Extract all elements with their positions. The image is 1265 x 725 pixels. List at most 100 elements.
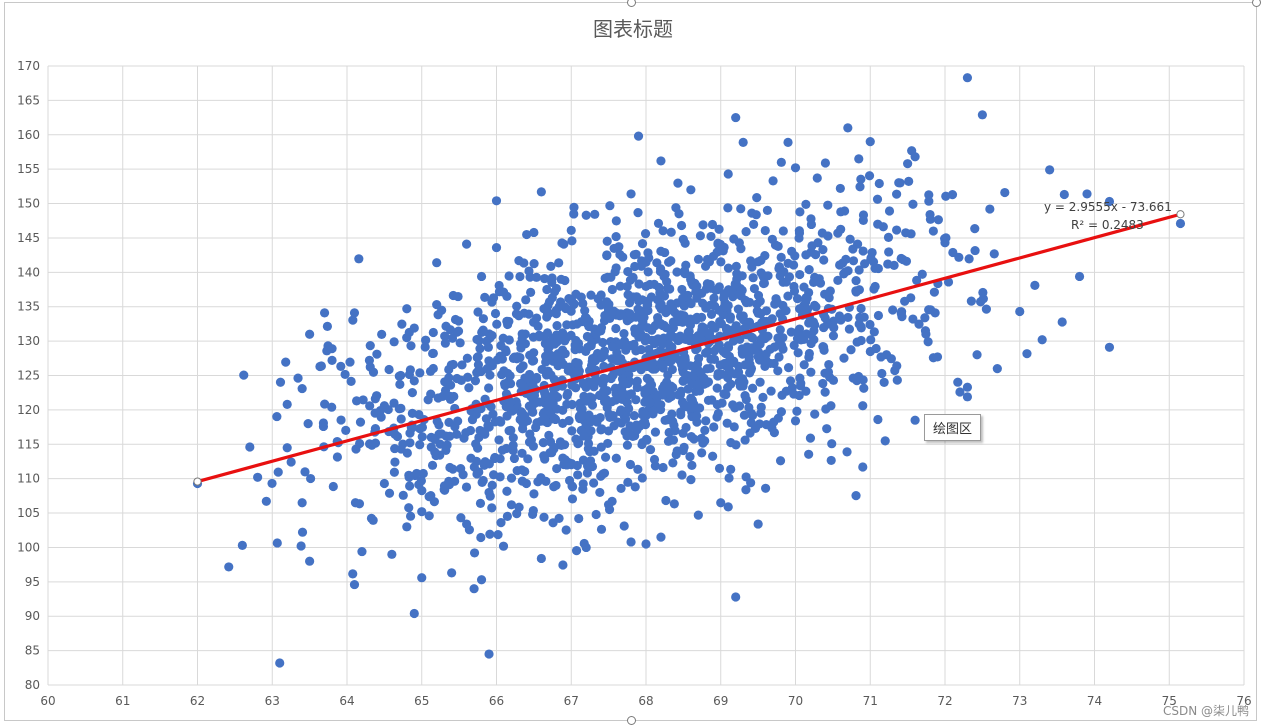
data-point[interactable] <box>843 123 853 133</box>
data-point[interactable] <box>417 432 427 442</box>
data-point[interactable] <box>856 335 866 346</box>
data-point[interactable] <box>655 301 665 311</box>
data-point[interactable] <box>420 342 430 352</box>
data-point[interactable] <box>767 423 777 433</box>
data-point[interactable] <box>499 366 509 376</box>
data-point[interactable] <box>448 290 458 301</box>
data-point[interactable] <box>723 502 733 512</box>
data-point[interactable] <box>602 250 612 260</box>
data-point[interactable] <box>693 510 703 520</box>
data-point[interactable] <box>402 448 412 458</box>
data-point[interactable] <box>402 333 412 343</box>
data-point[interactable] <box>970 224 980 234</box>
data-point[interactable] <box>943 277 954 287</box>
data-point[interactable] <box>836 224 846 234</box>
data-point[interactable] <box>581 396 592 406</box>
data-point[interactable] <box>921 329 931 339</box>
data-point[interactable] <box>616 405 626 415</box>
trendline-r2[interactable]: R² = 0.2483 <box>1071 218 1144 232</box>
data-point[interactable] <box>656 156 666 166</box>
data-point[interactable] <box>805 433 816 443</box>
data-point[interactable] <box>496 518 506 528</box>
data-point[interactable] <box>409 376 419 386</box>
data-point[interactable] <box>577 410 587 421</box>
data-point[interactable] <box>662 304 672 314</box>
data-point[interactable] <box>430 434 440 444</box>
data-point[interactable] <box>586 290 596 300</box>
data-point[interactable] <box>555 297 566 307</box>
data-point[interactable] <box>728 400 738 410</box>
data-point[interactable] <box>680 266 690 276</box>
data-point[interactable] <box>653 218 664 228</box>
data-point[interactable] <box>737 347 747 357</box>
data-point[interactable] <box>591 509 601 520</box>
data-point[interactable] <box>825 286 835 296</box>
data-point[interactable] <box>789 389 799 399</box>
data-point[interactable] <box>551 309 561 319</box>
data-point[interactable] <box>673 335 683 346</box>
data-point[interactable] <box>828 375 839 385</box>
data-point[interactable] <box>567 494 578 504</box>
data-point[interactable] <box>794 228 805 238</box>
data-point[interactable] <box>486 402 496 412</box>
data-point[interactable] <box>714 340 724 350</box>
data-point[interactable] <box>789 260 799 270</box>
data-point[interactable] <box>822 424 832 434</box>
data-point[interactable] <box>712 412 722 422</box>
data-point[interactable] <box>469 462 479 472</box>
data-point[interactable] <box>598 337 608 348</box>
data-point[interactable] <box>817 228 827 238</box>
data-point[interactable] <box>569 202 579 212</box>
data-point[interactable] <box>587 461 598 472</box>
data-point[interactable] <box>504 402 514 412</box>
data-point[interactable] <box>914 319 924 329</box>
data-point[interactable] <box>632 292 642 302</box>
data-point[interactable] <box>851 276 861 286</box>
data-point[interactable] <box>512 465 522 476</box>
data-point[interactable] <box>755 296 765 306</box>
data-point[interactable] <box>860 259 870 269</box>
data-point[interactable] <box>901 228 911 238</box>
data-point[interactable] <box>456 513 466 523</box>
data-point[interactable] <box>600 452 611 462</box>
data-point[interactable] <box>733 304 743 314</box>
data-point[interactable] <box>630 482 640 492</box>
data-point[interactable] <box>502 291 512 301</box>
data-point[interactable] <box>800 297 811 307</box>
data-point[interactable] <box>529 391 540 401</box>
data-point[interactable] <box>515 352 525 363</box>
data-point[interactable] <box>736 244 746 254</box>
data-point[interactable] <box>801 329 812 339</box>
data-point[interactable] <box>859 383 869 393</box>
data-point[interactable] <box>538 438 548 448</box>
data-point[interactable] <box>686 393 696 403</box>
data-point[interactable] <box>272 411 282 422</box>
data-point[interactable] <box>544 430 554 440</box>
data-point[interactable] <box>580 305 590 316</box>
data-point[interactable] <box>700 436 710 446</box>
data-point[interactable] <box>404 472 414 482</box>
data-point[interactable] <box>574 513 584 524</box>
data-point[interactable] <box>296 541 306 551</box>
data-point[interactable] <box>789 340 799 350</box>
data-point[interactable] <box>731 261 741 271</box>
data-point[interactable] <box>736 204 746 214</box>
data-point[interactable] <box>707 395 717 405</box>
data-point[interactable] <box>790 416 801 426</box>
data-point[interactable] <box>749 283 760 294</box>
data-point[interactable] <box>506 473 517 483</box>
data-point[interactable] <box>823 200 833 210</box>
data-point[interactable] <box>470 376 481 386</box>
data-point[interactable] <box>900 296 910 306</box>
data-point[interactable] <box>695 231 705 241</box>
data-point[interactable] <box>541 368 551 378</box>
data-point[interactable] <box>432 416 442 426</box>
data-point[interactable] <box>715 239 726 249</box>
data-point[interactable] <box>370 394 380 404</box>
data-point[interactable] <box>441 321 451 331</box>
data-point[interactable] <box>833 275 843 285</box>
data-point[interactable] <box>677 359 687 370</box>
data-point[interactable] <box>647 335 657 346</box>
data-point[interactable] <box>940 238 950 248</box>
data-point[interactable] <box>664 427 674 438</box>
